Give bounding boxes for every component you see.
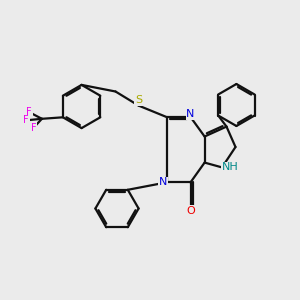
Text: N: N: [186, 109, 195, 119]
Text: F: F: [26, 107, 32, 117]
Text: F: F: [31, 123, 36, 133]
Text: S: S: [135, 95, 142, 105]
Text: O: O: [186, 206, 195, 216]
Text: F: F: [23, 115, 29, 125]
Text: NH: NH: [222, 162, 239, 172]
Text: N: N: [159, 177, 167, 188]
